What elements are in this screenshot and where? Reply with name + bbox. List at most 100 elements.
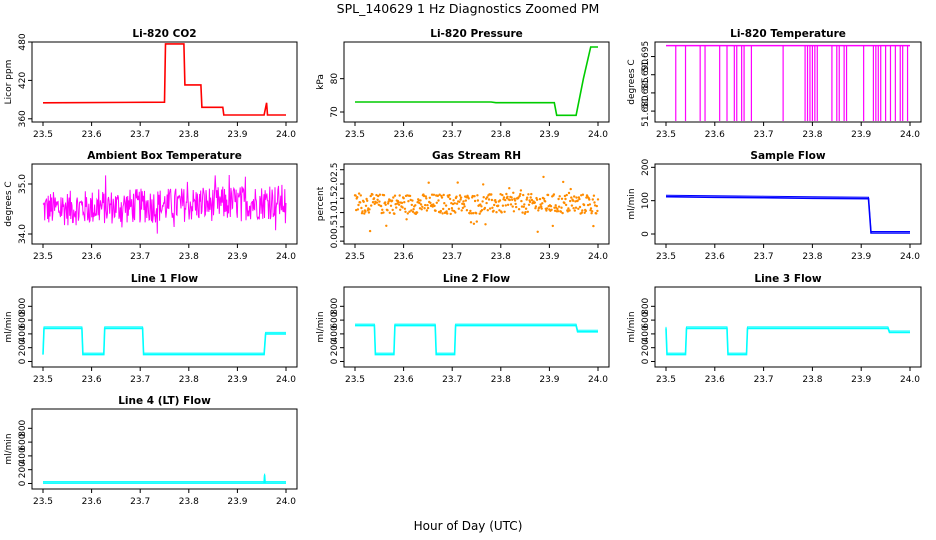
x-tick-label-line-3-flow: 23.9 (851, 375, 871, 385)
series-point-gas-stream-rh (514, 202, 517, 206)
series-line-li-820-pressure (355, 46, 598, 117)
x-tick-label-li-820-temperature: 24.0 (900, 130, 920, 140)
series-point-gas-stream-rh (378, 193, 382, 196)
series-point-gas-stream-rh (458, 194, 462, 197)
series-point-gas-stream-rh (384, 203, 387, 206)
series-point-gas-stream-rh (418, 201, 421, 205)
series-point-gas-stream-rh (551, 224, 554, 228)
x-tick-label-ambient-box-temperature: 23.6 (82, 252, 102, 262)
series-point-gas-stream-rh (414, 204, 417, 207)
chart-title-li-820-co2: Li-820 CO2 (132, 28, 196, 40)
y-tick-label-line-2-flow: 800 (330, 297, 340, 314)
series-point-gas-stream-rh (570, 204, 574, 207)
series-point-gas-stream-rh (425, 209, 429, 212)
series-point-gas-stream-rh (426, 204, 429, 207)
plot-frame-li-820-pressure (343, 41, 610, 123)
series-point-gas-stream-rh (427, 181, 430, 184)
chart-title-sample-flow: Sample Flow (750, 150, 825, 162)
series-point-gas-stream-rh (462, 200, 465, 203)
series-point-gas-stream-rh (534, 205, 538, 208)
series-point-gas-stream-rh (364, 204, 368, 207)
series-point-gas-stream-rh (370, 204, 373, 207)
series-point-gas-stream-rh (526, 196, 529, 199)
series-point-gas-stream-rh (584, 209, 587, 213)
y-tick-label-gas-stream-rh: 1.5 (330, 191, 340, 205)
series-line-ambient-box-temperature (42, 174, 287, 234)
series-point-gas-stream-rh (357, 203, 360, 207)
y-axis-label-li-820-co2: Licor ppm (4, 60, 14, 105)
x-tick-label-li-820-pressure: 23.7 (442, 130, 462, 140)
y-axis-label-line-1-flow: ml/min (4, 311, 14, 342)
chart-ambient-box-temperature: Ambient Box Temperature 23.5 23.6 23.7 23.8 2… (4, 150, 298, 262)
x-tick-label-ambient-box-temperature: 23.5 (33, 252, 53, 262)
x-tick-label-sample-flow: 23.5 (656, 252, 676, 262)
series-point-gas-stream-rh (375, 201, 379, 204)
chart-li-820-pressure: Li-820 Pressure 23.5 23.6 23.7 23.8 23.9 24.0 7… (316, 28, 610, 140)
series-point-gas-stream-rh (506, 203, 510, 206)
series-point-gas-stream-rh (482, 183, 485, 186)
series-point-gas-stream-rh (389, 204, 393, 207)
series-point-gas-stream-rh (552, 193, 556, 196)
series-point-gas-stream-rh (354, 194, 357, 197)
series-point-gas-stream-rh (561, 211, 564, 215)
series-point-gas-stream-rh (442, 193, 445, 197)
series-point-gas-stream-rh (385, 224, 388, 227)
plot-frame-ambient-box-temperature (31, 163, 298, 245)
x-tick-label-li-820-co2: 23.8 (179, 130, 199, 140)
series-point-gas-stream-rh (511, 198, 514, 201)
x-tick-label-li-820-co2: 23.6 (82, 130, 102, 140)
series-point-gas-stream-rh (487, 198, 491, 201)
y-axis-label-line-2-flow: ml/min (316, 311, 326, 342)
x-tick-label-gas-stream-rh: 23.5 (345, 252, 365, 262)
series-point-gas-stream-rh (560, 197, 564, 200)
x-tick-label-line-4-lt-flow: 23.8 (179, 497, 199, 507)
series-point-gas-stream-rh (472, 212, 475, 215)
series-point-gas-stream-rh (423, 207, 426, 210)
series-point-gas-stream-rh (429, 201, 432, 205)
series-point-gas-stream-rh (457, 207, 460, 210)
series-point-gas-stream-rh (458, 200, 461, 203)
y-tick-label-sample-flow: 200 (641, 158, 651, 175)
series-point-gas-stream-rh (591, 210, 594, 213)
chart-title-gas-stream-rh: Gas Stream RH (432, 150, 521, 162)
series-point-gas-stream-rh (378, 200, 381, 203)
series-point-gas-stream-rh (524, 211, 527, 214)
series-point-gas-stream-rh (486, 209, 489, 212)
series-line-noise-line-3-flow (665, 326, 910, 354)
series-point-gas-stream-rh (535, 198, 539, 201)
x-tick-label-li-820-co2: 23.5 (33, 130, 53, 140)
x-tick-label-line-1-flow: 23.5 (33, 375, 53, 385)
series-point-gas-stream-rh (522, 205, 525, 208)
series-point-gas-stream-rh (559, 210, 563, 213)
x-tick-label-li-820-temperature: 23.7 (754, 130, 774, 140)
series-point-gas-stream-rh (403, 207, 407, 210)
series-point-gas-stream-rh (424, 203, 427, 207)
series-point-gas-stream-rh (520, 205, 524, 208)
series-point-gas-stream-rh (513, 199, 517, 202)
series-point-gas-stream-rh (549, 205, 553, 208)
x-tick-label-gas-stream-rh: 23.6 (394, 252, 414, 262)
series-point-gas-stream-rh (376, 198, 379, 201)
series-point-gas-stream-rh (494, 199, 497, 202)
chart-panels: Li-820 CO2 23.5 23.6 23.7 23.8 23.9 24.0 360 420… (4, 28, 922, 507)
series-point-gas-stream-rh (567, 191, 571, 195)
series-point-gas-stream-rh (570, 196, 573, 199)
x-tick-label-ambient-box-temperature: 23.7 (130, 252, 150, 262)
series-li-820-temperature (666, 44, 910, 121)
series-point-gas-stream-rh (488, 207, 492, 210)
series-point-gas-stream-rh (468, 212, 471, 215)
series-point-gas-stream-rh (412, 208, 415, 211)
y-tick-label-gas-stream-rh: 0.0 (330, 234, 340, 249)
series-point-gas-stream-rh (540, 205, 543, 208)
series-point-gas-stream-rh (434, 209, 437, 212)
series-point-gas-stream-rh (455, 195, 458, 198)
series-line-4-lt-flow (43, 473, 286, 484)
series-point-gas-stream-rh (407, 200, 410, 203)
series-point-gas-stream-rh (390, 199, 394, 202)
series-point-gas-stream-rh (494, 201, 498, 204)
series-point-gas-stream-rh (356, 208, 360, 211)
series-point-gas-stream-rh (509, 203, 513, 206)
series-point-gas-stream-rh (475, 220, 478, 223)
series-point-gas-stream-rh (467, 197, 470, 200)
